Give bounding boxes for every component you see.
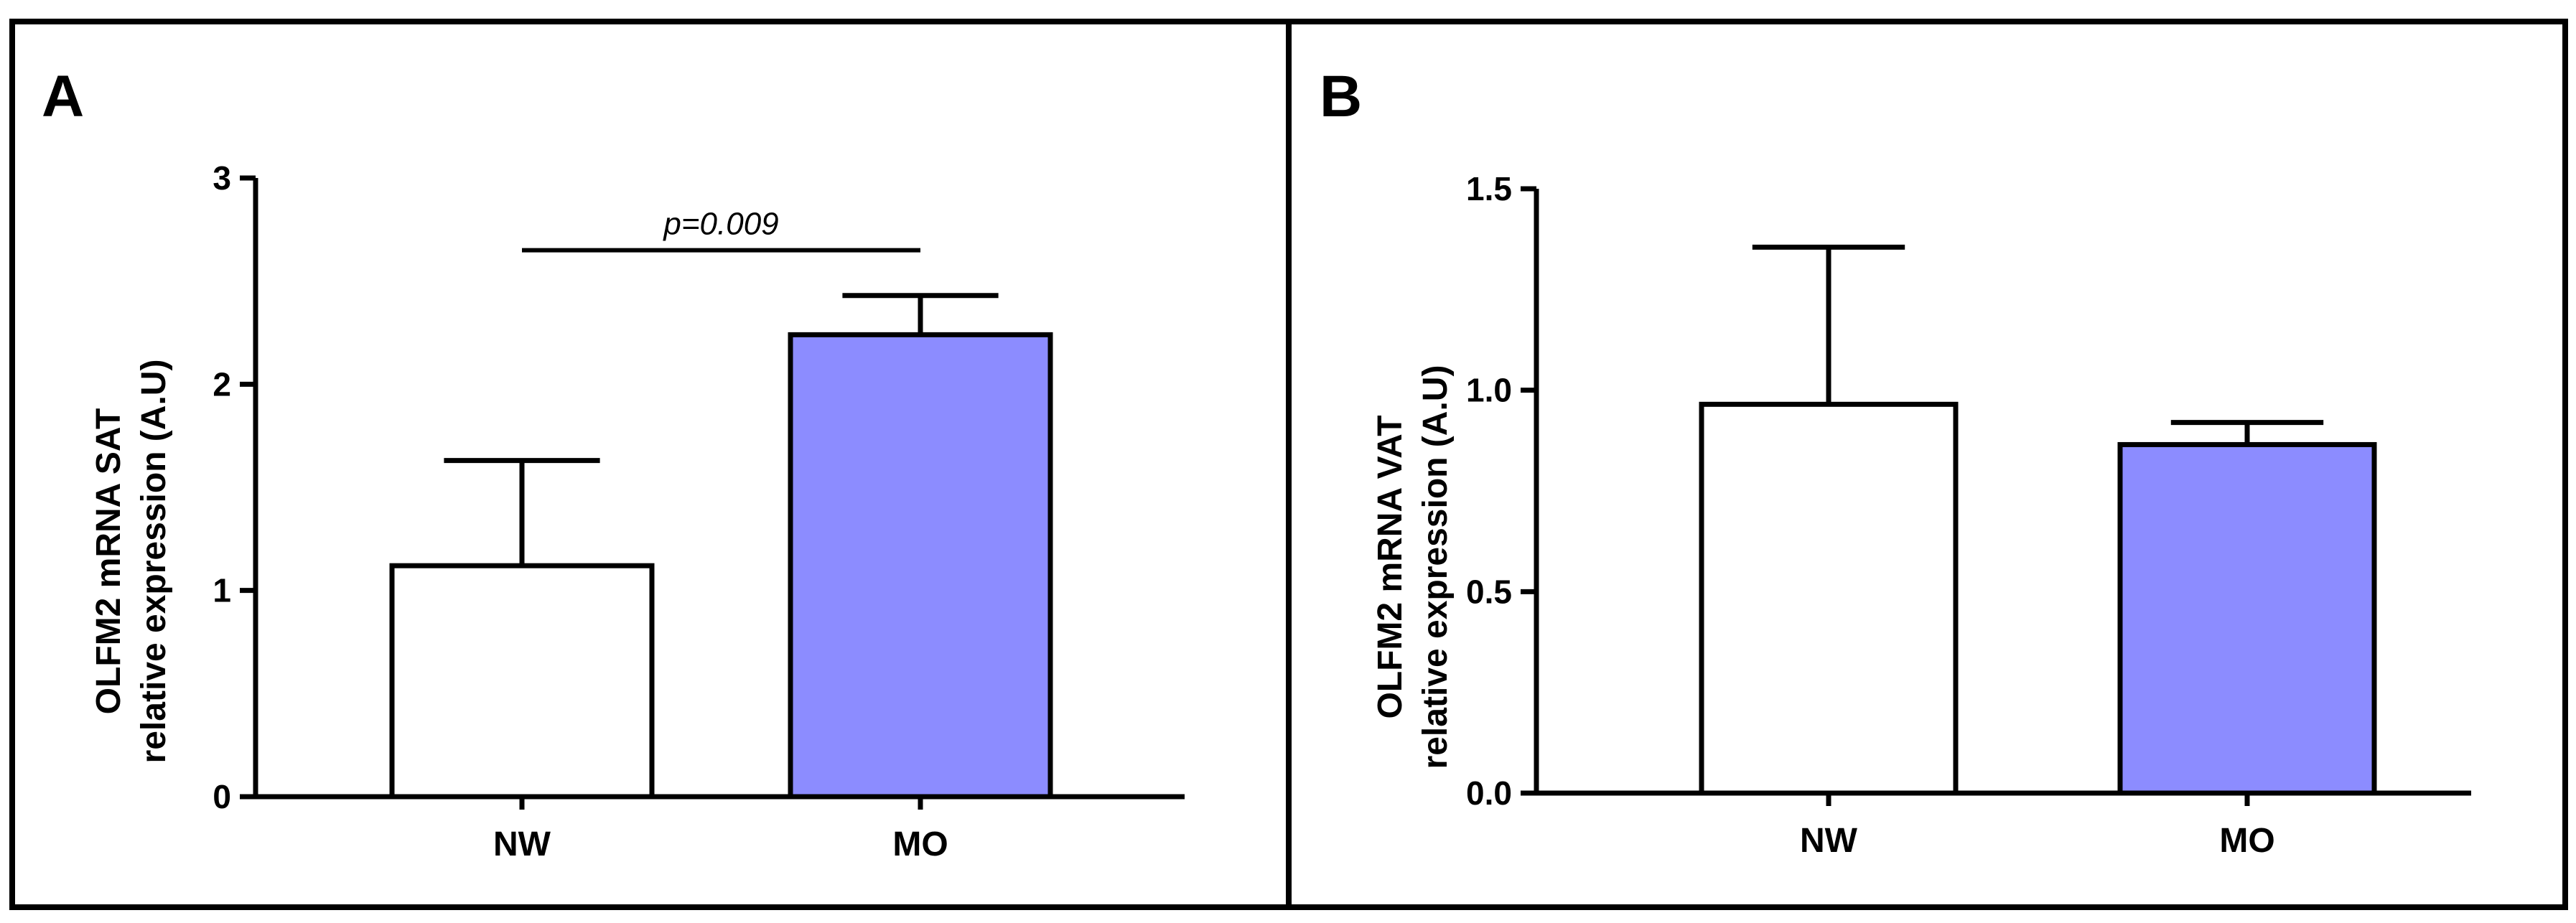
panel-a-significance-label: p=0.009	[662, 207, 778, 242]
panel-b-y-tick-label-0: 0.0	[1466, 774, 1512, 812]
panel-b-y-axis-title-line1: OLFM2 mRNA VAT	[1371, 415, 1409, 718]
panel-b: B OLFM2 mRNA VAT relative expression (A.…	[1320, 64, 2471, 860]
panel-b-y-axis-title-line2: relative expression (A.U)	[1417, 365, 1455, 769]
panel-a-x-label-mo: MO	[892, 825, 948, 863]
panel-a-y-tick-label-2: 2	[213, 365, 231, 403]
panel-b-x-label-nw: NW	[1800, 822, 1858, 860]
panel-b-x-label-mo: MO	[2219, 822, 2274, 860]
panel-a-y-tick-label-3: 3	[213, 159, 231, 197]
panel-b-letter: B	[1320, 64, 1362, 129]
panel-a-y-axis-title-line1: OLFM2 mRNA SAT	[90, 408, 128, 715]
panel-a-y-tick-label-0: 0	[213, 778, 231, 815]
panel-b-bar-nw	[1699, 401, 1959, 796]
panel-a-x-label-nw: NW	[493, 825, 551, 863]
panel-a-bar-nw	[389, 563, 655, 800]
panel-b-frame	[1286, 19, 2568, 910]
panel-a-y-tick-label-1: 1	[213, 572, 231, 609]
panel-b-y-tick-label-3: 1.5	[1466, 170, 1512, 207]
panel-b-y-tick-label-2: 1.0	[1466, 372, 1512, 409]
panel-a-letter: A	[42, 64, 84, 129]
panel-b-bar-mo	[2117, 441, 2377, 796]
panel-b-y-tick-label-1: 0.5	[1466, 573, 1512, 610]
panel-a-y-axis-title-line2: relative expression (A.U)	[135, 360, 173, 764]
panel-a: A OLFM2 mRNA SAT relative expression (A.…	[42, 64, 1185, 863]
panel-a-bar-mo	[788, 332, 1053, 800]
